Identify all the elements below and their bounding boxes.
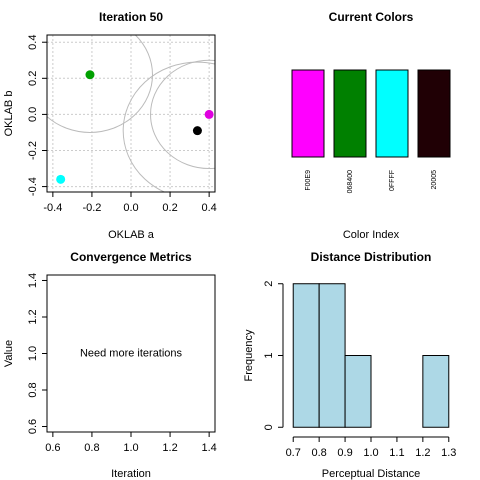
bar xyxy=(422,355,450,428)
x-tick-label: 0.8 xyxy=(84,442,99,454)
panel-title: Current Colors xyxy=(329,10,414,24)
panel-title: Distance Distribution xyxy=(311,250,432,264)
y-axis-label: Value xyxy=(3,340,15,367)
x-tick-label: 0FFFF xyxy=(389,170,396,191)
y-tick-label: -0.4 xyxy=(27,177,39,196)
y-axis-label: OKLAB b xyxy=(3,91,15,137)
x-tick-label: 068400 xyxy=(347,170,354,193)
x-tick-label: 0.0 xyxy=(123,202,138,214)
bar xyxy=(333,69,367,158)
circle-outline xyxy=(150,59,215,170)
x-tick-label: -0.4 xyxy=(43,202,62,214)
x-tick-label: 1.2 xyxy=(162,442,177,454)
x-tick-label: -0.2 xyxy=(82,202,101,214)
y-tick-label: 1 xyxy=(263,352,275,358)
x-tick-label: 20005 xyxy=(431,170,438,190)
y-tick-label: 1.4 xyxy=(27,273,39,288)
x-axis-label: Color Index xyxy=(343,229,400,241)
x-tick-label: 0.2 xyxy=(162,202,177,214)
x-tick-label: 1.3 xyxy=(441,447,456,459)
x-tick-label: 0.8 xyxy=(311,447,326,459)
circle-outline xyxy=(122,61,215,192)
x-tick-label: 1.0 xyxy=(123,442,138,454)
x-tick-label: 0.6 xyxy=(45,442,60,454)
bar xyxy=(291,69,325,158)
x-axis-label: Iteration xyxy=(111,468,151,480)
bar xyxy=(375,69,409,158)
x-tick-label: 1.1 xyxy=(389,447,404,459)
y-tick-label: 0.8 xyxy=(27,382,39,397)
y-tick-label: 0.0 xyxy=(27,107,39,122)
y-tick-label: 0.2 xyxy=(27,71,39,86)
x-tick-label: F00E9 xyxy=(305,170,312,191)
x-tick-label: 0.7 xyxy=(286,447,301,459)
y-tick-label: 0.6 xyxy=(27,419,39,434)
point xyxy=(85,70,95,80)
plot-box xyxy=(46,34,216,193)
x-axis-label: OKLAB a xyxy=(108,229,155,241)
point xyxy=(204,109,214,119)
y-tick-label: -0.2 xyxy=(27,141,39,160)
x-tick-label: 1.2 xyxy=(415,447,430,459)
y-tick-label: 2 xyxy=(263,281,275,287)
circle-outline xyxy=(47,35,153,133)
point xyxy=(56,174,66,184)
bar xyxy=(318,283,346,428)
x-tick-label: 1.0 xyxy=(363,447,378,459)
plot-box xyxy=(46,274,216,433)
annotation: Need more iterations xyxy=(80,347,183,359)
y-tick-label: 1.0 xyxy=(27,346,39,361)
y-tick-label: 1.2 xyxy=(27,309,39,324)
bar xyxy=(344,355,372,428)
point xyxy=(192,126,202,136)
x-tick-label: 0.9 xyxy=(337,447,352,459)
bar xyxy=(417,69,451,158)
y-tick-label: 0 xyxy=(263,424,275,430)
x-tick-label: 1.4 xyxy=(201,442,216,454)
x-tick-label: 0.4 xyxy=(201,202,216,214)
bar xyxy=(292,283,320,428)
panel-title: Convergence Metrics xyxy=(70,250,192,264)
y-axis-label: Frequency xyxy=(243,329,255,381)
y-tick-label: 0.4 xyxy=(27,35,39,50)
panel-title: Iteration 50 xyxy=(99,10,163,24)
x-axis-label: Perceptual Distance xyxy=(322,468,420,480)
